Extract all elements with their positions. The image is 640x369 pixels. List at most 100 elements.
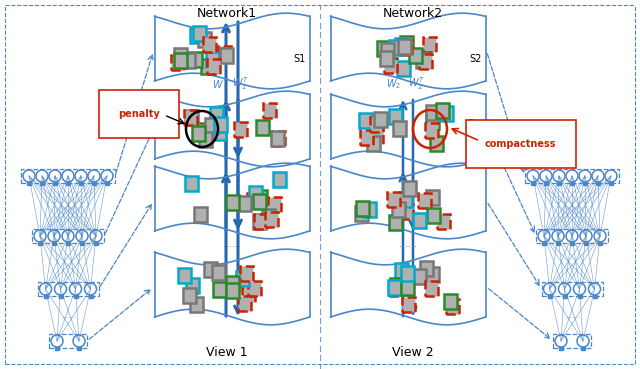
Text: $W_2$: $W_2$	[387, 77, 401, 91]
FancyBboxPatch shape	[185, 176, 198, 192]
FancyBboxPatch shape	[240, 266, 253, 281]
Bar	[583, 182, 587, 185]
FancyBboxPatch shape	[393, 121, 406, 136]
FancyBboxPatch shape	[179, 268, 191, 283]
FancyBboxPatch shape	[416, 53, 429, 68]
Bar	[547, 294, 552, 298]
Text: View 1: View 1	[206, 346, 248, 359]
Bar	[557, 182, 561, 185]
FancyBboxPatch shape	[374, 111, 387, 127]
FancyBboxPatch shape	[438, 214, 451, 229]
FancyBboxPatch shape	[413, 269, 426, 284]
FancyBboxPatch shape	[192, 126, 205, 141]
Bar	[598, 241, 602, 245]
FancyBboxPatch shape	[189, 52, 202, 67]
FancyBboxPatch shape	[206, 52, 219, 67]
FancyBboxPatch shape	[401, 266, 414, 281]
Text: $W_2^T$: $W_2^T$	[408, 76, 424, 92]
FancyBboxPatch shape	[428, 208, 440, 223]
Bar	[58, 294, 63, 298]
FancyBboxPatch shape	[394, 263, 408, 278]
FancyBboxPatch shape	[193, 123, 206, 138]
FancyBboxPatch shape	[254, 214, 267, 228]
Bar	[79, 182, 83, 185]
FancyBboxPatch shape	[444, 294, 457, 309]
FancyBboxPatch shape	[198, 32, 211, 47]
FancyBboxPatch shape	[387, 192, 400, 207]
Bar	[88, 294, 93, 298]
FancyBboxPatch shape	[436, 103, 449, 118]
FancyBboxPatch shape	[226, 276, 239, 291]
FancyBboxPatch shape	[237, 196, 251, 211]
FancyBboxPatch shape	[358, 113, 372, 128]
FancyBboxPatch shape	[409, 48, 422, 63]
FancyBboxPatch shape	[402, 297, 415, 312]
FancyBboxPatch shape	[207, 59, 220, 74]
FancyBboxPatch shape	[413, 213, 426, 228]
Text: S2: S2	[469, 54, 482, 64]
FancyBboxPatch shape	[388, 108, 402, 124]
Text: ......: ......	[223, 239, 241, 249]
Text: Network2: Network2	[383, 7, 443, 20]
FancyBboxPatch shape	[430, 136, 443, 151]
Bar	[593, 294, 596, 298]
FancyBboxPatch shape	[393, 279, 406, 294]
FancyBboxPatch shape	[385, 58, 397, 73]
Bar	[38, 241, 42, 245]
FancyBboxPatch shape	[394, 38, 408, 53]
FancyBboxPatch shape	[220, 48, 233, 63]
Polygon shape	[154, 13, 310, 89]
FancyBboxPatch shape	[420, 262, 433, 276]
Bar	[581, 346, 585, 350]
FancyBboxPatch shape	[190, 297, 203, 312]
FancyBboxPatch shape	[186, 278, 199, 293]
Text: S1: S1	[293, 54, 306, 64]
FancyBboxPatch shape	[364, 202, 376, 217]
FancyBboxPatch shape	[380, 51, 393, 66]
FancyBboxPatch shape	[253, 194, 266, 209]
FancyBboxPatch shape	[381, 44, 394, 58]
FancyBboxPatch shape	[426, 268, 439, 282]
FancyBboxPatch shape	[247, 193, 260, 208]
FancyBboxPatch shape	[212, 282, 226, 297]
FancyBboxPatch shape	[388, 280, 401, 295]
FancyBboxPatch shape	[186, 110, 198, 125]
FancyBboxPatch shape	[254, 190, 267, 205]
FancyBboxPatch shape	[226, 195, 239, 210]
Bar	[27, 182, 31, 185]
Bar	[105, 182, 109, 185]
FancyBboxPatch shape	[389, 215, 403, 231]
FancyBboxPatch shape	[203, 37, 216, 52]
Polygon shape	[154, 163, 310, 239]
FancyBboxPatch shape	[401, 280, 414, 296]
Bar	[577, 294, 582, 298]
Bar	[559, 346, 563, 350]
FancyBboxPatch shape	[212, 265, 225, 280]
Bar	[77, 346, 81, 350]
FancyBboxPatch shape	[268, 197, 280, 213]
FancyBboxPatch shape	[234, 121, 246, 137]
FancyBboxPatch shape	[377, 41, 390, 56]
Text: compactness: compactness	[485, 139, 557, 149]
Text: $W$: $W$	[212, 78, 224, 90]
Bar	[609, 182, 613, 185]
FancyBboxPatch shape	[183, 288, 196, 303]
FancyBboxPatch shape	[440, 106, 453, 121]
Text: Network1: Network1	[197, 7, 257, 20]
FancyBboxPatch shape	[397, 39, 411, 55]
FancyBboxPatch shape	[356, 201, 369, 216]
FancyBboxPatch shape	[400, 203, 413, 218]
Bar	[544, 182, 548, 185]
FancyBboxPatch shape	[389, 40, 402, 55]
Bar	[66, 241, 70, 245]
FancyBboxPatch shape	[249, 186, 262, 201]
Text: ...: ...	[79, 173, 85, 179]
Text: $W_1^T$: $W_1^T$	[232, 76, 248, 92]
Bar	[66, 182, 70, 185]
FancyBboxPatch shape	[388, 282, 401, 296]
FancyBboxPatch shape	[418, 193, 431, 208]
FancyBboxPatch shape	[265, 213, 278, 227]
FancyBboxPatch shape	[271, 131, 284, 146]
FancyBboxPatch shape	[272, 131, 285, 146]
FancyBboxPatch shape	[369, 117, 383, 132]
